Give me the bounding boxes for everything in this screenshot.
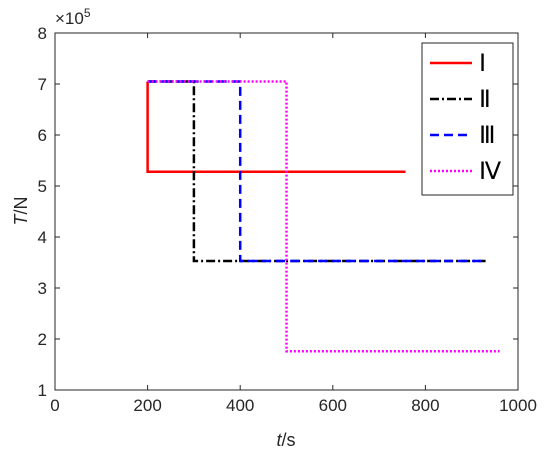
- legend-items: Ⅰ Ⅱ Ⅲ Ⅳ: [430, 51, 501, 185]
- legend: Ⅰ Ⅱ Ⅲ Ⅳ: [421, 42, 514, 196]
- x-tick-label: 600: [319, 396, 347, 415]
- x-tick-label: 800: [411, 396, 439, 415]
- series-line-4: [147, 80, 500, 353]
- series-line-2: [147, 80, 486, 263]
- y-tick-label: 3: [38, 279, 47, 298]
- legend-label-2: Ⅱ: [479, 87, 491, 113]
- y-axis-label: T/N: [11, 197, 31, 226]
- y-tick-label: 2: [38, 330, 47, 349]
- y-tick-label: 6: [38, 126, 47, 145]
- ticks: 0 200 400 600 800 1000 1 2 3 4 5 6 7 8: [38, 24, 537, 415]
- series-line-1: [146, 81, 406, 173]
- x-tick-label: 0: [50, 396, 59, 415]
- series-group: [146, 80, 500, 353]
- y-tick-label: 5: [38, 177, 47, 196]
- legend-label-3: Ⅲ: [479, 123, 496, 149]
- y-tick-label: 1: [38, 381, 47, 400]
- y-tick-label: 7: [38, 75, 47, 94]
- exponent-power: 5: [84, 6, 91, 20]
- x-tick-label: 400: [226, 396, 254, 415]
- x-tick-label: 200: [133, 396, 161, 415]
- legend-box: [421, 42, 514, 196]
- legend-label-4: Ⅳ: [479, 159, 501, 185]
- x-tick-label: 1000: [499, 396, 537, 415]
- y-tick-label: 8: [38, 24, 47, 43]
- legend-label-1: Ⅰ: [479, 51, 486, 77]
- y-tick-label: 4: [38, 228, 47, 247]
- x-axis-label: t/s: [276, 430, 295, 450]
- series-line-3: [147, 80, 486, 263]
- exponent-label: ×105: [55, 6, 91, 28]
